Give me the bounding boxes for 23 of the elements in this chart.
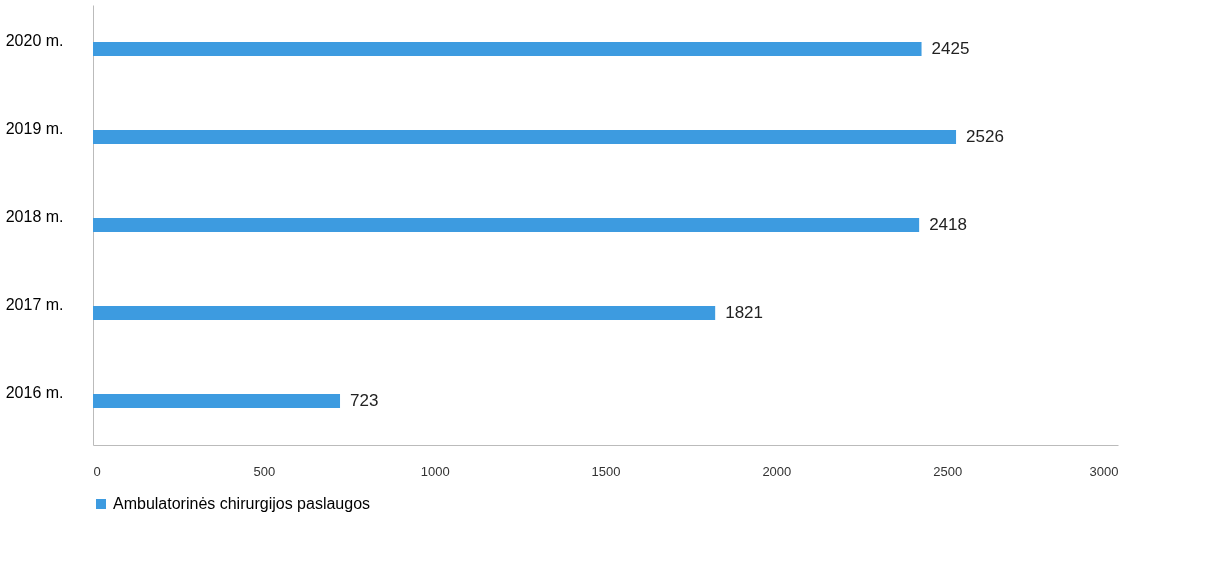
- x-tick-label: 0: [93, 463, 101, 479]
- x-tick-label: 2000: [762, 463, 792, 479]
- y-tick-label: 2017 m.: [5, 296, 64, 313]
- data-label: 2425: [931, 39, 970, 58]
- legend-label: Ambulatorinės chirurgijos paslaugos: [113, 495, 371, 512]
- bar: [93, 306, 716, 320]
- data-label: 723: [350, 391, 379, 410]
- x-tick-label: 1000: [420, 463, 450, 479]
- y-tick-label: 2016 m.: [5, 384, 64, 401]
- bar: [93, 218, 920, 232]
- x-tick-label: 3000: [1089, 463, 1119, 479]
- y-tick-label: 2019 m.: [5, 120, 64, 137]
- bar: [93, 42, 922, 56]
- x-tick-label: 500: [253, 463, 276, 479]
- data-label: 2418: [929, 215, 967, 234]
- y-tick-label: 2018 m.: [5, 208, 64, 225]
- bar: [93, 394, 341, 408]
- data-label: 1821: [725, 303, 763, 322]
- bar: [93, 130, 957, 144]
- x-tick-label: 2500: [933, 463, 963, 479]
- y-tick-label: 2020 m.: [5, 32, 64, 49]
- data-label: 2526: [966, 127, 1004, 146]
- x-tick-label: 1500: [591, 463, 621, 479]
